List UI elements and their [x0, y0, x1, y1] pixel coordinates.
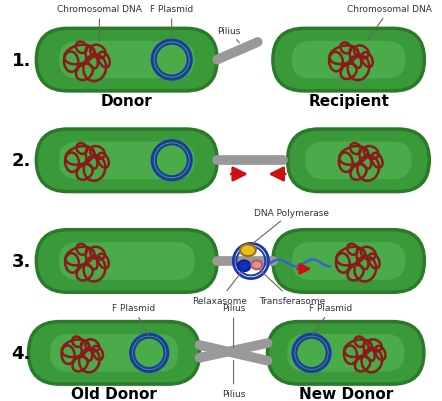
- FancyBboxPatch shape: [50, 334, 178, 372]
- FancyBboxPatch shape: [36, 130, 217, 192]
- Ellipse shape: [238, 261, 251, 271]
- FancyBboxPatch shape: [305, 142, 412, 180]
- Text: Pilius: Pilius: [222, 360, 245, 399]
- FancyBboxPatch shape: [59, 243, 194, 280]
- Text: Chromosomal DNA: Chromosomal DNA: [57, 5, 142, 43]
- Text: Pilius: Pilius: [222, 304, 245, 348]
- Text: DNA Polymerase: DNA Polymerase: [250, 208, 329, 246]
- FancyBboxPatch shape: [287, 334, 404, 372]
- Text: Relaxasome: Relaxasome: [192, 271, 247, 305]
- Text: F Plasmid: F Plasmid: [150, 5, 193, 40]
- Text: Old Donor: Old Donor: [71, 387, 157, 401]
- FancyBboxPatch shape: [267, 322, 424, 384]
- Text: Transferasome: Transferasome: [259, 269, 325, 305]
- FancyBboxPatch shape: [273, 29, 424, 92]
- FancyBboxPatch shape: [292, 42, 405, 79]
- FancyBboxPatch shape: [288, 130, 429, 192]
- Text: Chromosomal DNA: Chromosomal DNA: [347, 5, 432, 41]
- Text: 3.: 3.: [11, 252, 31, 270]
- FancyBboxPatch shape: [59, 42, 194, 79]
- FancyBboxPatch shape: [59, 142, 194, 180]
- Text: Pilius: Pilius: [217, 27, 240, 44]
- FancyBboxPatch shape: [36, 29, 217, 92]
- FancyBboxPatch shape: [273, 230, 424, 292]
- Text: New Donor: New Donor: [299, 387, 393, 401]
- Text: 4.: 4.: [11, 344, 31, 362]
- Text: 2.: 2.: [11, 152, 31, 170]
- Text: Recipient: Recipient: [308, 94, 389, 109]
- Ellipse shape: [240, 245, 256, 257]
- FancyBboxPatch shape: [36, 230, 217, 292]
- Text: Donor: Donor: [101, 94, 152, 109]
- Ellipse shape: [251, 261, 262, 269]
- Text: F Plasmid: F Plasmid: [112, 304, 155, 335]
- FancyBboxPatch shape: [292, 243, 405, 280]
- FancyBboxPatch shape: [29, 322, 200, 384]
- Text: F Plasmid: F Plasmid: [309, 304, 353, 335]
- Text: 1.: 1.: [11, 51, 31, 69]
